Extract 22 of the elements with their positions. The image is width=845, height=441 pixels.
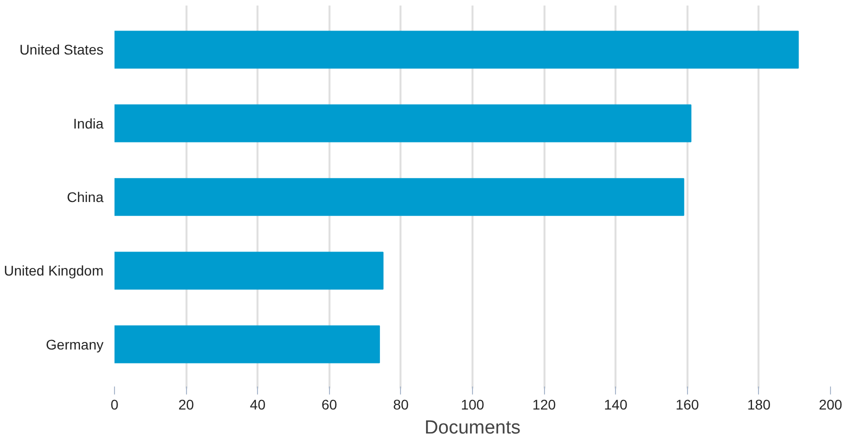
x-tick-label: 180 [747, 396, 771, 412]
x-tick-label: 20 [178, 396, 194, 412]
x-tick-label: 200 [818, 396, 842, 412]
x-tick-label: 140 [604, 396, 628, 412]
bar [114, 178, 684, 216]
y-tick-label: India [73, 115, 104, 132]
bar [114, 30, 799, 69]
x-axis-title: Documents [424, 418, 521, 438]
y-tick-label: United Kingdom [4, 262, 104, 279]
bar [114, 104, 692, 142]
bar [114, 325, 380, 364]
x-tick-label: 0 [110, 396, 119, 412]
x-tick-label: 120 [532, 396, 556, 412]
x-tick-label: 80 [393, 396, 409, 412]
x-tick-label: 100 [460, 396, 484, 412]
x-tick-label: 160 [676, 396, 700, 412]
y-tick-label: United States [19, 42, 104, 58]
bar [114, 252, 384, 290]
x-tick-label: 40 [250, 396, 266, 412]
x-tick-label: 60 [322, 396, 338, 412]
y-tick-label: Germany [46, 336, 104, 352]
y-tick-label: China [66, 189, 104, 205]
